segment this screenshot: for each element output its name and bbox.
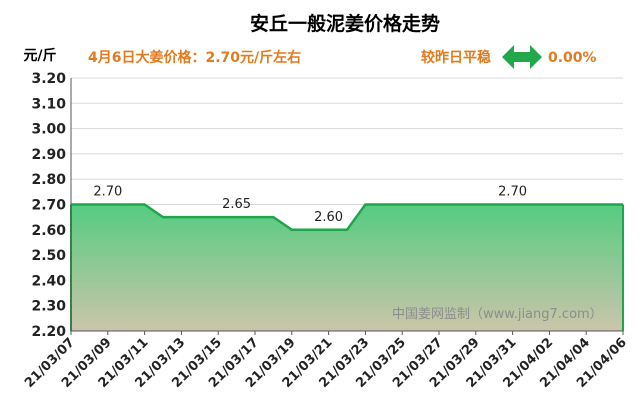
y-tick-label: 3.00 xyxy=(31,122,66,138)
data-labels: 2.70 2.65 2.60 2.70 xyxy=(93,185,527,225)
y-tick-label: 2.80 xyxy=(31,172,66,188)
y-tick-label: 2.50 xyxy=(31,248,66,264)
watermark: 中国姜网监制（www.jiang7.com） xyxy=(392,307,603,322)
y-tick-label: 2.70 xyxy=(31,198,66,214)
y-tick-label: 3.20 xyxy=(31,71,66,87)
double-arrow-icon xyxy=(502,45,542,69)
compare-label: 较昨日平稳 xyxy=(421,49,491,66)
area-layer xyxy=(70,203,624,331)
price-note: 4月6日大姜价格：2.70元/斤左右 xyxy=(88,49,301,66)
y-tick-label: 2.20 xyxy=(31,324,66,340)
data-label: 2.65 xyxy=(222,197,251,212)
chart-title: 安丘一般泥姜价格走势 xyxy=(250,12,440,35)
data-label: 2.70 xyxy=(498,185,527,200)
y-tick-label: 2.40 xyxy=(31,273,66,289)
y-axis-label: 元/斤 xyxy=(23,47,56,64)
compare-value: 0.00% xyxy=(548,50,597,66)
data-label: 2.70 xyxy=(93,185,122,200)
y-tick-labels: 2.20 2.30 2.40 2.50 2.60 2.70 2.80 2.90 3.00 3.10… xyxy=(31,71,66,340)
y-tick-label: 2.90 xyxy=(31,147,66,163)
x-tick-labels: 21/03/0721/03/0921/03/1121/03/1321/03/15… xyxy=(22,331,630,391)
price-area-fill xyxy=(71,204,623,331)
y-tick-label: 2.60 xyxy=(31,223,66,239)
y-tick-label: 3.10 xyxy=(31,96,66,112)
y-tick-label: 2.30 xyxy=(31,299,66,315)
data-label: 2.60 xyxy=(314,210,343,225)
